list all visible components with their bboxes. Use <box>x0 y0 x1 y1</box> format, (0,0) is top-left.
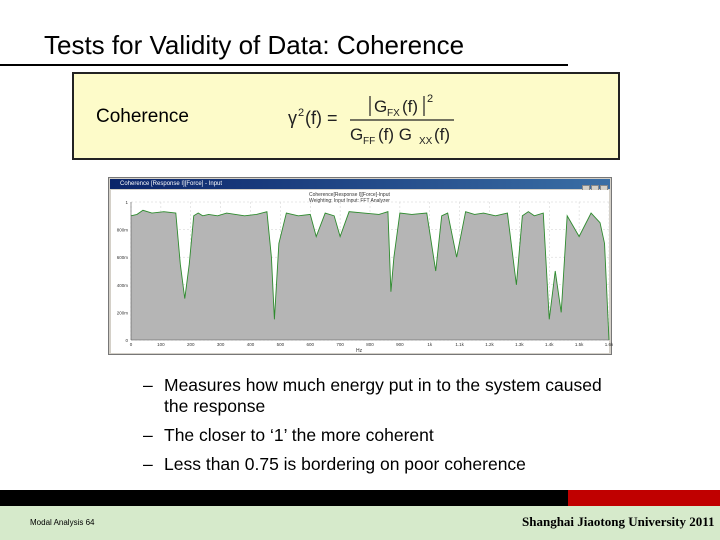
y-tick-label: 0 <box>125 338 128 343</box>
x-tick-label: 800 <box>366 342 374 347</box>
x-tick-label: 700 <box>336 342 344 347</box>
bullet-text: Less than 0.75 is bordering on poor cohe… <box>164 454 526 474</box>
footer-bar-black <box>0 490 568 506</box>
title-underline <box>0 64 568 66</box>
x-tick-label: 1.4k <box>545 342 554 347</box>
y-tick-label: 800m <box>117 228 129 233</box>
chart-header-line: Coherence[Response I][Force]-Input <box>309 192 390 198</box>
chart-header-line: Weighting: Input Input: FFT Analyzer <box>309 198 390 204</box>
footer-university: Shanghai Jiaotong University 2011 <box>522 514 715 529</box>
chart-titlebar: Coherence [Response I][Force] - Input <box>110 179 610 193</box>
coherence-chart: Coherence[Response I][Force]-InputWeight… <box>117 192 613 354</box>
x-tick-label: 300 <box>217 342 225 347</box>
x-tick-label: 100 <box>157 342 165 347</box>
coherence-line <box>130 209 610 341</box>
x-tick-label: 1.6k <box>605 342 613 347</box>
bullet-item: – Less than 0.75 is bordering on poor coh… <box>143 454 526 474</box>
svg-text:(f) =: (f) = <box>305 108 338 128</box>
footer-page-label: Modal Analysis 64 <box>30 518 95 527</box>
svg-text:2: 2 <box>298 107 304 119</box>
x-tick-label: 0 <box>130 342 133 347</box>
bullet-text: Measures how much energy put in to the s… <box>164 375 602 416</box>
y-tick-label: 600m <box>117 255 129 260</box>
slide-title: Tests for Validity of Data: Coherence <box>44 30 465 60</box>
svg-text:(f): (f) <box>402 97 418 116</box>
chart-window-title: Coherence [Response I][Force] - Input <box>120 181 223 187</box>
x-tick-label: 500 <box>277 342 285 347</box>
bullet-text: The closer to ‘1’ the more coherent <box>164 425 434 445</box>
x-tick-label: 400 <box>247 342 255 347</box>
coherence-area <box>131 210 609 340</box>
x-tick-label: 1k <box>427 342 433 347</box>
footer-bar-red <box>568 490 720 506</box>
bullet-item: – Measures how much energy put in to the … <box>143 375 602 416</box>
formula-label: Coherence <box>96 106 189 127</box>
svg-text:γ: γ <box>288 108 297 128</box>
y-tick-label: 200m <box>117 310 129 315</box>
svg-text:FX: FX <box>387 108 400 119</box>
svg-text:(f): (f) <box>434 125 450 144</box>
svg-text:FF: FF <box>363 136 375 147</box>
x-axis-label: Hz <box>356 348 363 354</box>
x-tick-label: 1.3k <box>515 342 524 347</box>
bullet-item: – The closer to ‘1’ the more coherent <box>143 425 434 445</box>
bullet-list: – Measures how much energy put in to the … <box>143 375 613 483</box>
x-tick-label: 1.1k <box>455 342 464 347</box>
footer-band <box>0 506 720 540</box>
x-tick-label: 200 <box>187 342 195 347</box>
coherence-formula: γ 2 (f) = G FX (f) 2 G FF (f) G XX (f) <box>288 93 454 147</box>
y-tick-label: 400m <box>117 283 129 288</box>
footer-bar <box>0 490 720 506</box>
coherence-chart-window: Coherence [Response I][Force] - Input Co… <box>108 177 613 355</box>
svg-text:G: G <box>374 97 387 116</box>
x-tick-label: 1.5k <box>575 342 584 347</box>
formula-box: Coherence γ 2 (f) = G FX (f) 2 G FF (f) … <box>72 72 620 160</box>
svg-text:(f) G: (f) G <box>378 125 412 144</box>
x-tick-label: 600 <box>306 342 314 347</box>
svg-text:G: G <box>350 125 363 144</box>
x-tick-label: 1.2k <box>485 342 494 347</box>
x-tick-label: 900 <box>396 342 404 347</box>
svg-text:XX: XX <box>419 136 433 147</box>
svg-text:2: 2 <box>427 93 433 105</box>
y-tick-label: 1 <box>125 200 128 205</box>
